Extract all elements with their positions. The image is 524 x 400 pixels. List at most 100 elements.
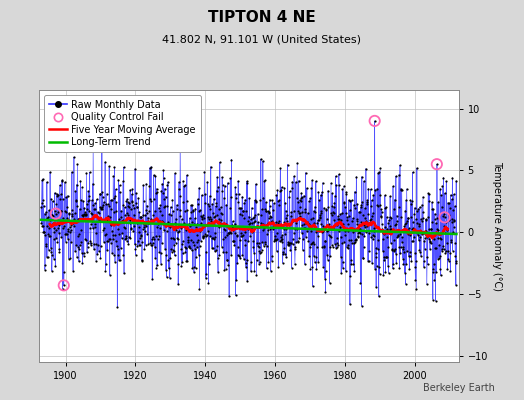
Point: [281, 200, 289, 206]
Point: [233, 232, 241, 239]
Point: [345, 197, 353, 203]
Point: [332, 245, 340, 251]
Point: [405, 266, 413, 272]
Point: [72, 197, 80, 204]
Point: [330, 210, 339, 216]
Point: [107, 240, 115, 246]
Point: [93, 214, 102, 220]
Point: [84, 193, 93, 200]
Point: [141, 207, 150, 213]
Point: [364, 186, 373, 192]
Point: [79, 250, 88, 256]
Point: [90, 246, 98, 253]
Point: [185, 223, 194, 230]
Point: [127, 191, 136, 198]
Point: [184, 234, 192, 241]
Point: [94, 214, 103, 221]
Point: [115, 256, 123, 263]
Point: [422, 217, 430, 224]
Point: [63, 192, 72, 199]
Point: [267, 213, 275, 220]
Point: [234, 199, 243, 206]
Point: [165, 222, 173, 228]
Point: [297, 190, 305, 196]
Point: [88, 197, 96, 203]
Point: [413, 227, 422, 234]
Point: [352, 236, 360, 242]
Point: [353, 216, 361, 223]
Point: [373, 202, 381, 208]
Point: [310, 220, 318, 226]
Point: [157, 188, 166, 194]
Point: [313, 220, 322, 226]
Point: [350, 202, 358, 208]
Point: [101, 217, 109, 223]
Point: [280, 251, 289, 257]
Point: [201, 233, 210, 239]
Point: [431, 297, 440, 304]
Point: [160, 185, 169, 192]
Point: [204, 216, 213, 223]
Point: [189, 239, 197, 246]
Point: [115, 182, 124, 188]
Point: [251, 212, 259, 218]
Point: [445, 200, 453, 206]
Point: [389, 247, 398, 253]
Point: [333, 216, 342, 222]
Point: [182, 258, 191, 264]
Point: [54, 230, 63, 236]
Point: [333, 239, 341, 246]
Point: [403, 218, 411, 225]
Point: [298, 230, 306, 236]
Point: [126, 206, 135, 212]
Point: [181, 208, 189, 214]
Point: [214, 184, 223, 190]
Point: [164, 257, 172, 263]
Point: [446, 192, 455, 198]
Point: [119, 164, 128, 170]
Point: [256, 197, 265, 203]
Point: [451, 258, 460, 264]
Point: [125, 200, 133, 207]
Point: [375, 169, 383, 175]
Point: [62, 230, 70, 237]
Point: [172, 224, 180, 230]
Point: [323, 228, 331, 234]
Point: [74, 231, 83, 237]
Point: [66, 228, 74, 235]
Point: [63, 215, 71, 221]
Point: [193, 244, 201, 251]
Point: [253, 240, 261, 247]
Point: [351, 238, 359, 245]
Point: [270, 237, 279, 243]
Point: [127, 225, 135, 231]
Point: [277, 187, 286, 194]
Point: [225, 224, 234, 231]
Point: [42, 209, 50, 215]
Point: [46, 217, 54, 224]
Point: [324, 188, 332, 194]
Point: [124, 203, 132, 210]
Point: [43, 254, 52, 260]
Point: [444, 258, 453, 264]
Point: [235, 205, 243, 211]
Point: [97, 119, 106, 125]
Point: [125, 204, 134, 210]
Point: [188, 219, 196, 226]
Point: [168, 248, 176, 255]
Point: [330, 203, 338, 210]
Point: [222, 202, 231, 208]
Point: [106, 236, 115, 242]
Point: [54, 222, 63, 228]
Point: [183, 238, 192, 245]
Point: [355, 209, 363, 215]
Point: [294, 198, 302, 205]
Point: [335, 216, 344, 222]
Point: [285, 241, 293, 248]
Point: [421, 216, 430, 222]
Point: [359, 212, 367, 218]
Point: [171, 220, 179, 227]
Point: [435, 242, 443, 248]
Point: [285, 242, 293, 248]
Point: [320, 204, 328, 211]
